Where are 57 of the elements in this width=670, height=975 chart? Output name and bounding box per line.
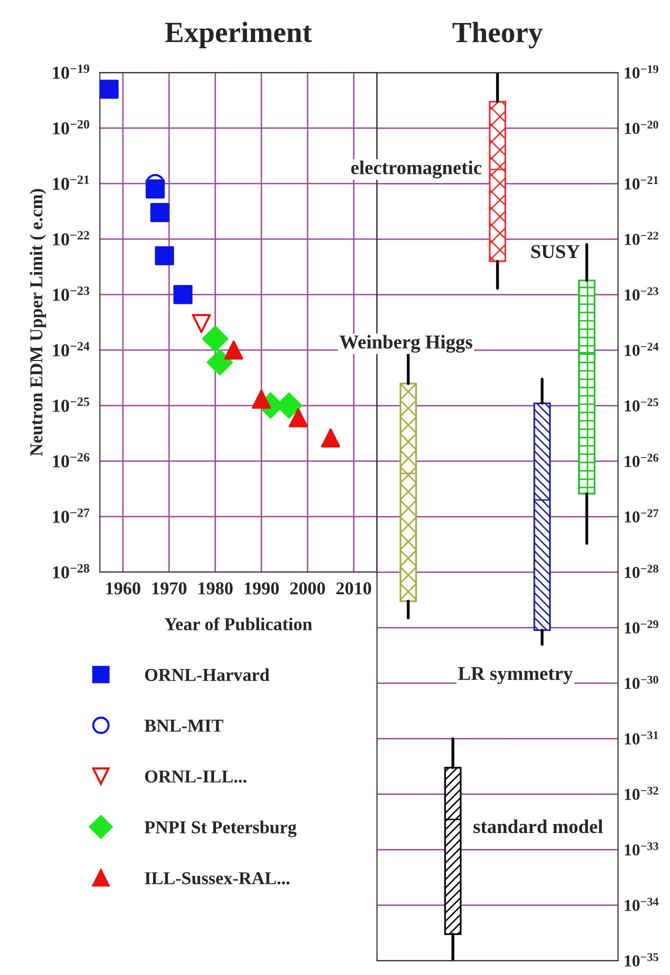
y-tick-label: 10$^{−21}$: [624, 176, 658, 190]
annotation: SUSY: [531, 245, 580, 258]
point: [150, 203, 170, 222]
x-tick-label: 1960: [106, 582, 140, 594]
y-tick-label: 10$^{−31}$: [624, 731, 658, 745]
y-tick-label: 10$^{−23}$: [53, 286, 90, 301]
legend-label: ORNL-Harvard: [145, 668, 270, 682]
chart-title: Experiment: [165, 22, 312, 48]
y-tick-label: 10$^{−30}$: [624, 676, 658, 690]
y-tick-label: 10$^{−22}$: [53, 231, 90, 246]
y-tick-label: 10$^{−25}$: [53, 398, 90, 412]
point: [202, 326, 228, 352]
point: [100, 80, 119, 99]
x-axis-title: Year of Publication: [164, 617, 312, 630]
x-tick-label: 1980: [198, 582, 233, 594]
legend-label: ILL-Sussex-RAL...: [144, 872, 290, 884]
point: [173, 284, 192, 304]
y-tick-label: 10$^{−19}$: [624, 65, 658, 78]
x-tick-label: 1990: [244, 582, 279, 594]
annotation: LR symmetry: [458, 667, 573, 684]
y-tick-label: 10$^{−25}$: [624, 398, 658, 412]
point: [192, 314, 211, 334]
chart-title: Theory: [452, 22, 543, 48]
y-tick-label: 10$^{−35}$: [624, 953, 658, 967]
y-tick-label: 10$^{−33}$: [624, 842, 658, 856]
y-tick-label: 10$^{−34}$: [624, 898, 658, 912]
y-tick-label: 10$^{−26}$: [53, 453, 90, 468]
y-tick-label: 10$^{−24}$: [624, 342, 658, 356]
y-tick-label: 10$^{−32}$: [624, 786, 658, 800]
x-tick-label: 2010: [336, 582, 372, 594]
point: [224, 340, 244, 360]
legend-label: ORNL-ILL...: [145, 770, 246, 783]
y-tick-label: 10$^{−28}$: [624, 564, 658, 578]
y-tick-label: 10$^{−29}$: [624, 620, 658, 634]
annotation: electromagnetic: [351, 160, 482, 178]
point: [206, 349, 233, 376]
annotation: standard model: [474, 819, 603, 834]
y-tick-label: 10$^{−21}$: [53, 176, 90, 190]
x-tick-label: 2000: [290, 582, 325, 594]
y-tick-label: 10$^{−27}$: [624, 509, 658, 523]
x-tick-label: 1970: [152, 582, 186, 594]
legend-label: BNL-MIT: [144, 720, 224, 732]
point: [321, 428, 340, 448]
y-tick-label: 10$^{−27}$: [53, 508, 90, 523]
y-tick-label: 10$^{−26}$: [624, 454, 658, 468]
point: [288, 408, 308, 428]
point: [154, 246, 174, 266]
y-axis-title: Neutron EDM Upper Limit ( e.cm): [30, 189, 46, 456]
annotation: Weinberg Higgs: [340, 334, 472, 353]
legend-label: PNPI St Petersburg: [144, 820, 296, 838]
y-tick-label: 10$^{−19}$: [53, 64, 90, 79]
y-tick-label: 10$^{−28}$: [53, 564, 90, 578]
y-tick-label: 10$^{−23}$: [624, 287, 658, 301]
y-tick-label: 10$^{−24}$: [53, 342, 90, 356]
y-tick-label: 10$^{−20}$: [53, 120, 90, 134]
y-tick-label: 10$^{−20}$: [624, 120, 658, 134]
y-tick-label: 10$^{−22}$: [624, 232, 658, 246]
